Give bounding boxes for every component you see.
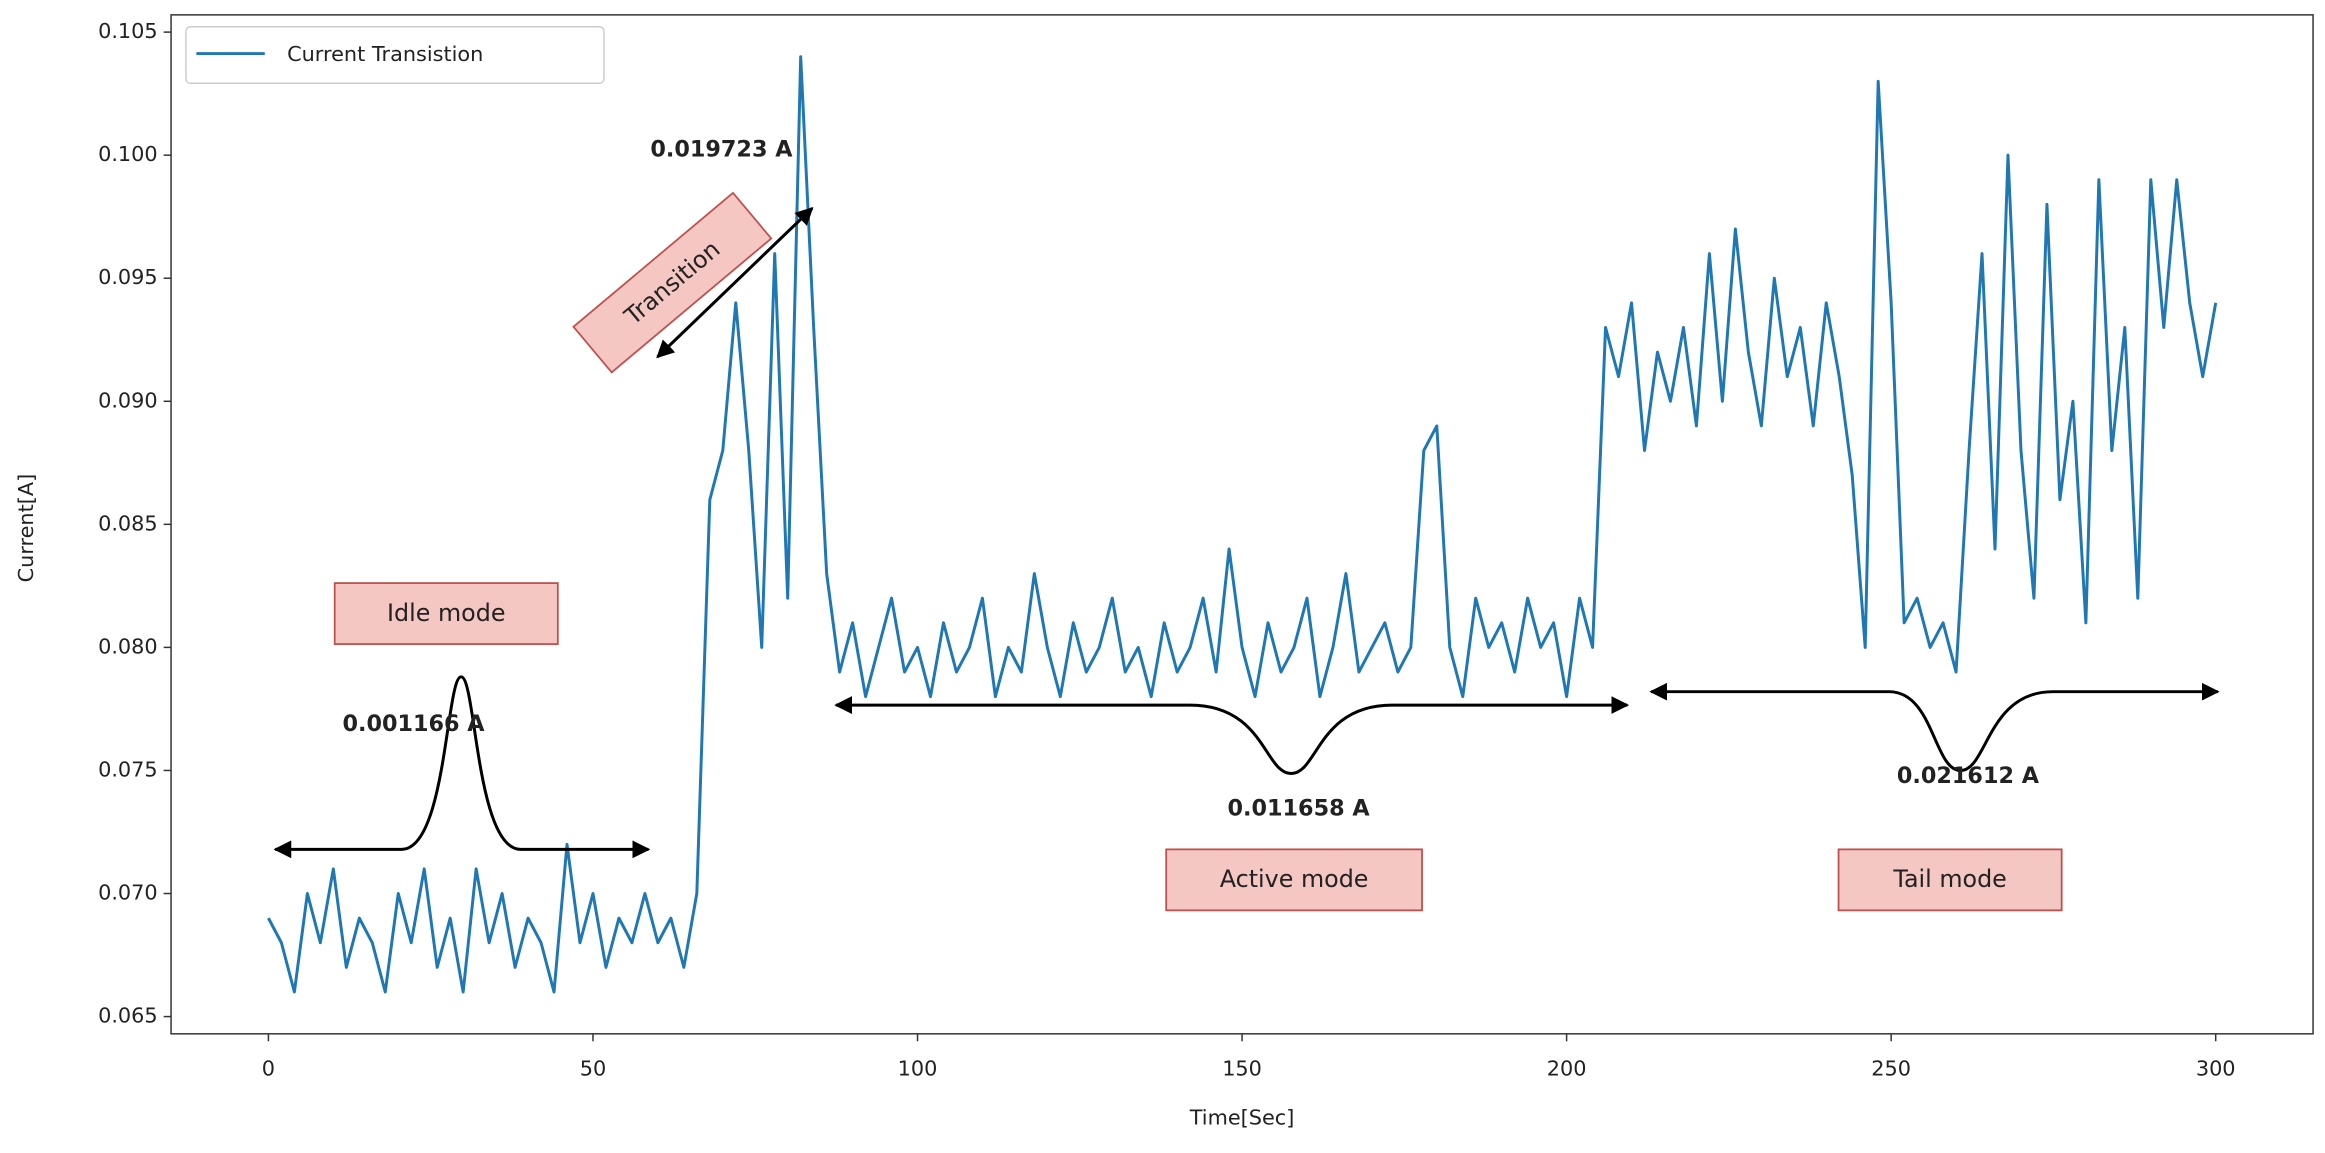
- tail-box: [1837, 848, 2063, 912]
- x-tick-label: 200: [1547, 1057, 1587, 1081]
- mode-label: Tail mode: [1892, 865, 2006, 893]
- mode-label: Idle mode: [387, 599, 505, 627]
- x-axis-label: Time[Sec]: [1189, 1106, 1295, 1130]
- plot-root: Time[Sec] Current[A] 0.065 0.070 0.075 0.08…: [14, 14, 2314, 1130]
- legend-label: Current Transistion: [287, 42, 483, 66]
- x-tick-label: 100: [898, 1057, 938, 1081]
- x-tick-label: 50: [580, 1057, 606, 1081]
- transition-box: [572, 191, 773, 374]
- y-tick-label: 0.095: [98, 265, 158, 289]
- y-tick-label: 0.105: [98, 19, 158, 43]
- idle-box: [333, 582, 559, 645]
- annotation: 0.021612 A: [1897, 763, 2040, 789]
- annotation: 0.019723 A: [650, 137, 793, 163]
- x-tick-label: 300: [2196, 1057, 2236, 1081]
- legend: Current Transistion: [185, 26, 605, 85]
- y-tick-label: 0.100: [98, 142, 158, 166]
- y-tick-label: 0.085: [98, 511, 158, 535]
- mode-label: Active mode: [1220, 865, 1369, 893]
- annotation: 0.001166 A: [342, 711, 485, 737]
- y-tick-label: 0.075: [98, 757, 158, 781]
- series-line: [267, 55, 2218, 994]
- y-tick-label: 0.065: [98, 1004, 158, 1028]
- data-layer: 0.065 0.070 0.075 0.080 0.085 0.090 0.095 0.100…: [98, 19, 2235, 1080]
- x-tick-label: 250: [1871, 1057, 1911, 1081]
- transition-arrow: [656, 207, 814, 359]
- tail-arrow: [1649, 682, 2220, 773]
- y-tick-label: 0.080: [98, 634, 158, 658]
- y-tick-label: 0.070: [98, 881, 158, 905]
- idle-arrow: [273, 675, 651, 859]
- active-arrow: [834, 696, 1630, 775]
- x-tick-label: 0: [262, 1057, 275, 1081]
- y-axis-label: Current[A]: [14, 474, 38, 583]
- active-box: [1165, 848, 1423, 912]
- legend-frame: [185, 26, 605, 85]
- annotation: 0.011658 A: [1228, 796, 1371, 822]
- y-tick-label: 0.090: [98, 388, 158, 412]
- x-tick-label: 150: [1222, 1057, 1262, 1081]
